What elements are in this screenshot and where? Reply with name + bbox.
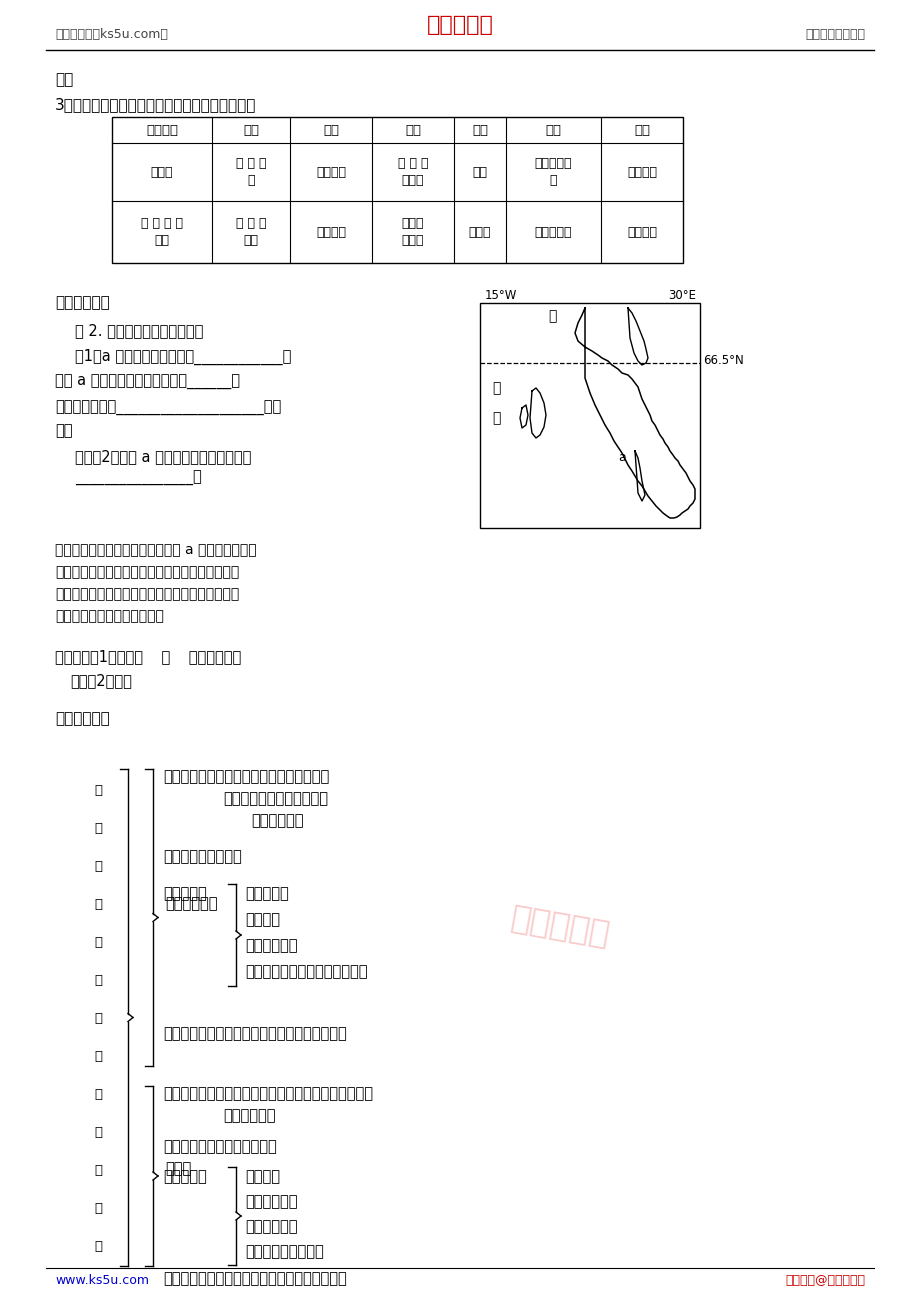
Text: 草场: 草场 [323,124,338,137]
Text: 主: 主 [94,974,102,987]
Text: 您身边的高考专家: 您身边的高考专家 [804,29,864,40]
Text: 【知识纲要】: 【知识纲要】 [55,711,109,727]
Text: 主要特点：: 主要特点： [163,885,207,901]
Text: 农: 农 [94,1051,102,1062]
Text: 奶牛: 奶牛 [472,165,487,178]
Text: 流的影响温度比同纬度内陆地区高。而影响乳畜业: 流的影响温度比同纬度内陆地区高。而影响乳畜业 [55,587,239,602]
Text: 本地为主: 本地为主 [627,165,656,178]
Text: 主要农产品：牛奶及其制品等: 主要农产品：牛奶及其制品等 [163,1139,277,1154]
Text: 为: 为 [94,936,102,949]
Bar [480,303,699,529]
Text: 生产规模大: 生产规模大 [244,885,289,901]
Text: 主要农产品：牛、羊: 主要农产品：牛、羊 [163,849,242,865]
Text: 产品: 产品 [545,124,561,137]
Text: www.ks5u.com: www.ks5u.com [55,1273,149,1286]
Text: 大 牧 场 放
牧业: 大 牧 场 放 牧业 [141,217,183,247]
Text: 气候温和，草类茂盛，草质优良: 气候温和，草类茂盛，草质优良 [244,963,367,979]
Text: 高考资源网: 高考资源网 [426,16,493,35]
Text: 温 和 湿
润: 温 和 湿 润 [235,158,266,187]
Text: 乳畜业: 乳畜业 [165,1161,191,1176]
Text: 的: 的 [94,1012,102,1025]
Text: 大: 大 [548,309,556,323]
Text: 地广人
稀地区: 地广人 稀地区 [402,217,424,247]
Text: 半干旱气候区: 半干旱气候区 [251,812,303,828]
Text: （1）a 地的农业生产类型是____________，: （1）a 地的农业生产类型是____________， [75,349,291,365]
Text: 主要分布地区：美国、澳大利亚、新西兰、: 主要分布地区：美国、澳大利亚、新西兰、 [163,769,329,784]
Text: 牧: 牧 [94,859,102,872]
Text: 气候: 气候 [243,124,259,137]
Text: 3、西欧乳畜业和潘帕斯草原大牧场放牧业的区别: 3、西欧乳畜业和潘帕斯草原大牧场放牧业的区别 [55,98,256,112]
Text: 【解析】：读图根据区域轮廓判断 a 地是欧洲西部，: 【解析】：读图根据区域轮廓判断 a 地是欧洲西部， [55,543,256,557]
Text: （2）影响 a 处发展农业的重要因素是: （2）影响 a 处发展农业的重要因素是 [75,449,251,464]
Text: 业: 业 [94,1088,102,1101]
Text: 主要特点：: 主要特点： [163,1169,207,1184]
Text: 版权所有@高考资源网: 版权所有@高考资源网 [784,1273,864,1286]
Text: 业: 业 [94,898,102,911]
Text: 农业地域类型是乳畜业，冬季由于受到北大西洋暖: 农业地域类型是乳畜业，冬季由于受到北大西洋暖 [55,565,239,579]
Text: 域: 域 [94,1164,102,1177]
Text: 区位条件：地广人稀，土地租金低廉，距海港近: 区位条件：地广人稀，土地租金低廉，距海港近 [163,1026,346,1042]
Text: 大牧场放牧业: 大牧场放牧业 [165,896,217,911]
Text: 响。: 响。 [55,423,73,437]
Text: 畜: 畜 [94,822,102,835]
Text: 商品率高: 商品率高 [244,1169,279,1184]
Text: 主要分布地区：北美五大湖周围，西欧、中欧、澳大利: 主要分布地区：北美五大湖周围，西欧、中欧、澳大利 [163,1086,372,1101]
Text: 地域类型: 地域类型 [146,124,177,137]
Text: 天然为主: 天然为主 [315,225,346,238]
Text: 以: 以 [94,784,102,797]
Text: 主要是因为受到____________________的影: 主要是因为受到____________________的影 [55,401,281,417]
Text: 主。: 主。 [55,72,74,87]
Text: 肉、皮、毛: 肉、皮、毛 [534,225,572,238]
Text: 牛、羊: 牛、羊 [469,225,491,238]
Text: 牛奶及奶制
品: 牛奶及奶制 品 [534,158,572,187]
Text: 商品率高: 商品率高 [244,911,279,927]
Bar [112,117,682,263]
Text: （2）市场: （2）市场 [70,673,131,687]
Text: 洋: 洋 [492,411,500,424]
Text: 对象: 对象 [471,124,487,137]
Text: 区位条件：气候温凉，潮湿，适宜多汁牧草生长: 区位条件：气候温凉，潮湿，适宜多汁牧草生长 [163,1271,346,1286]
Text: 类: 类 [94,1202,102,1215]
Text: 亚、新西兰等: 亚、新西兰等 [222,1108,275,1124]
Text: 发展分布主重要因素是市场。: 发展分布主重要因素是市场。 [55,609,164,622]
Text: 分布: 分布 [404,124,421,137]
Text: 乳畜业: 乳畜业 [151,165,173,178]
Text: 人工为主: 人工为主 [315,165,346,178]
Text: 高考资源网: 高考资源网 [507,901,611,950]
Text: 集约化程度高: 集约化程度高 [244,1219,297,1234]
Text: 机械化程度高: 机械化程度高 [244,1194,297,1210]
Text: ________________。: ________________。 [75,471,201,486]
Text: 西: 西 [492,381,500,395]
Text: 干 旱 半
干旱: 干 旱 半 干旱 [235,217,266,247]
Text: 【典例精析】: 【典例精析】 [55,296,109,310]
Text: 15°W: 15°W [484,289,516,302]
Text: 66.5°N: 66.5°N [702,354,743,367]
Text: 冬季 a 地比同纬度内陆地区温度______，: 冬季 a 地比同纬度内陆地区温度______， [55,375,240,391]
Text: 【答案】（1）乳畜业    高    北大西洋暖流: 【答案】（1）乳畜业 高 北大西洋暖流 [55,648,241,664]
Text: 人 口 密
集地区: 人 口 密 集地区 [397,158,427,187]
Text: 地: 地 [94,1126,102,1139]
Text: a: a [618,450,625,464]
Text: 外地为主: 外地为主 [627,225,656,238]
Text: 型: 型 [94,1241,102,1254]
Text: 多分布在大城市周围: 多分布在大城市周围 [244,1243,323,1259]
Text: 高考资源网（ks5u.com）: 高考资源网（ks5u.com） [55,29,167,40]
Text: 例 2. 读右图，回答下列问题：: 例 2. 读右图，回答下列问题： [75,323,203,339]
Text: 阿根廷、南非等国的干旱、: 阿根廷、南非等国的干旱、 [222,792,328,806]
Text: 专业化程度高: 专业化程度高 [244,937,297,953]
Text: 市场: 市场 [633,124,650,137]
Text: 30°E: 30°E [667,289,696,302]
